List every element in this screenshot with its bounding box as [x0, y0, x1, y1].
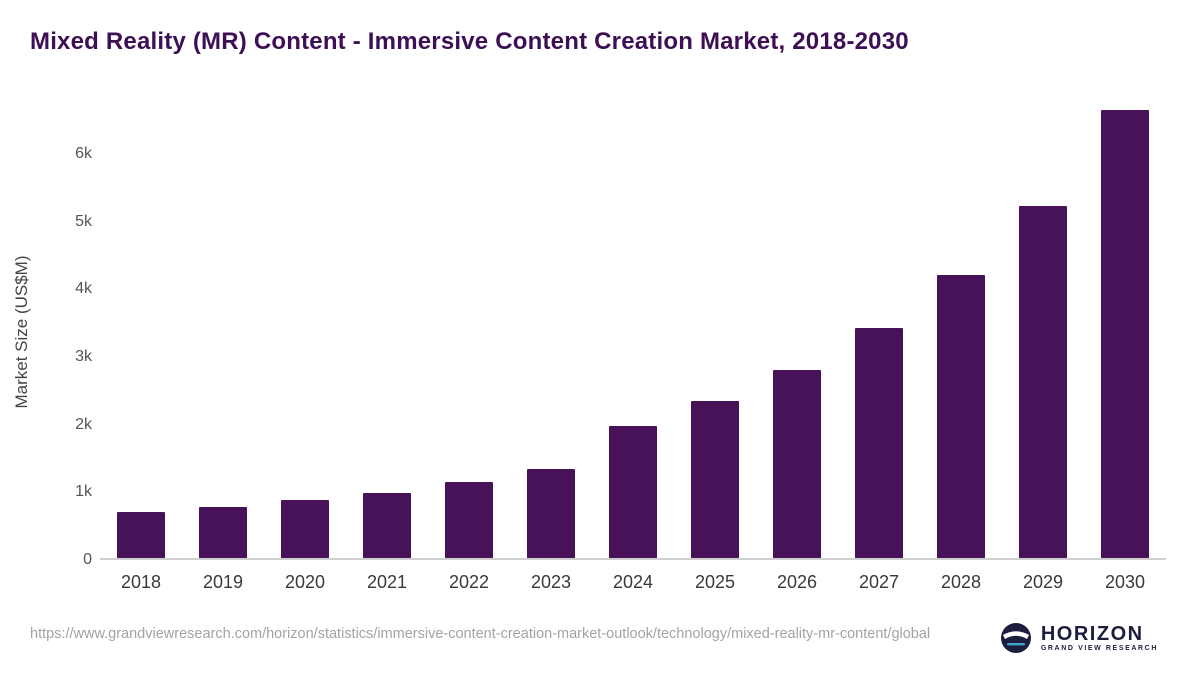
- bar-slot-2023: [510, 100, 592, 558]
- bar-slot-2029: [1002, 100, 1084, 558]
- y-tick-5k: 5k: [75, 212, 92, 230]
- y-tick-2k: 2k: [75, 415, 92, 433]
- bar-slot-2027: [838, 100, 920, 558]
- bar-2029[interactable]: [1019, 205, 1067, 558]
- x-tick-2030: 2030: [1104, 572, 1146, 592]
- x-tick-2020: 2020: [284, 572, 326, 592]
- bar-slot-2030: [1084, 100, 1166, 558]
- x-tick-2028: 2028: [940, 572, 982, 592]
- bar-slot-2028: [920, 100, 1002, 558]
- horizon-logo-icon: [1000, 623, 1031, 653]
- logo-text: HORIZON: [1040, 623, 1144, 645]
- bar-slot-2025: [674, 100, 756, 558]
- bar-2023[interactable]: [527, 469, 575, 558]
- y-tick-6k: 6k: [75, 145, 92, 163]
- bar-2022[interactable]: [445, 481, 493, 558]
- plot-area: [100, 100, 1166, 560]
- bar-slot-2018: [100, 100, 182, 558]
- bar-slot-2021: [346, 100, 428, 558]
- y-axis-ticks: 0 1k 2k 3k 4k 5k 6k: [0, 100, 92, 568]
- horizon-logo: HORIZON GRAND VIEW RESEARCH: [1000, 622, 1158, 654]
- bar-slot-2026: [756, 100, 838, 558]
- x-axis-labels: 2018 2019 2020 2021 2022 2023 2024 2025 2026 2027…: [100, 572, 1166, 593]
- x-tick-2021: 2021: [366, 572, 408, 592]
- x-tick-2024: 2024: [612, 572, 654, 592]
- x-tick-2023: 2023: [530, 572, 572, 592]
- bar-2026[interactable]: [773, 370, 821, 558]
- x-tick-2018: 2018: [120, 572, 162, 592]
- page-title: Mixed Reality (MR) Content - Immersive C…: [30, 28, 909, 55]
- x-tick-2022: 2022: [448, 572, 490, 592]
- bar-2025[interactable]: [691, 401, 739, 558]
- bar-2018[interactable]: [117, 512, 165, 558]
- bar-2027[interactable]: [855, 328, 903, 558]
- x-tick-2029: 2029: [1022, 572, 1064, 592]
- bar-2030[interactable]: [1101, 110, 1149, 558]
- bar-slot-2019: [182, 100, 264, 558]
- y-tick-4k: 4k: [75, 280, 92, 298]
- y-tick-3k: 3k: [75, 348, 92, 366]
- x-tick-2027: 2027: [858, 572, 900, 592]
- logo-subtext: GRAND VIEW RESEARCH: [1040, 645, 1158, 652]
- bar-slot-2020: [264, 100, 346, 558]
- y-tick-0: 0: [83, 551, 92, 568]
- source-url: https://www.grandviewresearch.com/horizo…: [30, 626, 931, 642]
- x-tick-2025: 2025: [694, 572, 736, 592]
- bar-2021[interactable]: [363, 492, 411, 558]
- x-tick-2026: 2026: [776, 572, 818, 592]
- logo-text-wrap: HORIZON GRAND VIEW RESEARCH: [1040, 623, 1158, 653]
- bar-2020[interactable]: [281, 500, 329, 558]
- y-tick-1k: 1k: [75, 483, 92, 501]
- bar-slot-2022: [428, 100, 510, 558]
- bar-2024[interactable]: [609, 426, 657, 558]
- x-tick-2019: 2019: [202, 572, 244, 592]
- bar-slot-2024: [592, 100, 674, 558]
- bar-2019[interactable]: [199, 506, 247, 558]
- bar-2028[interactable]: [937, 275, 985, 558]
